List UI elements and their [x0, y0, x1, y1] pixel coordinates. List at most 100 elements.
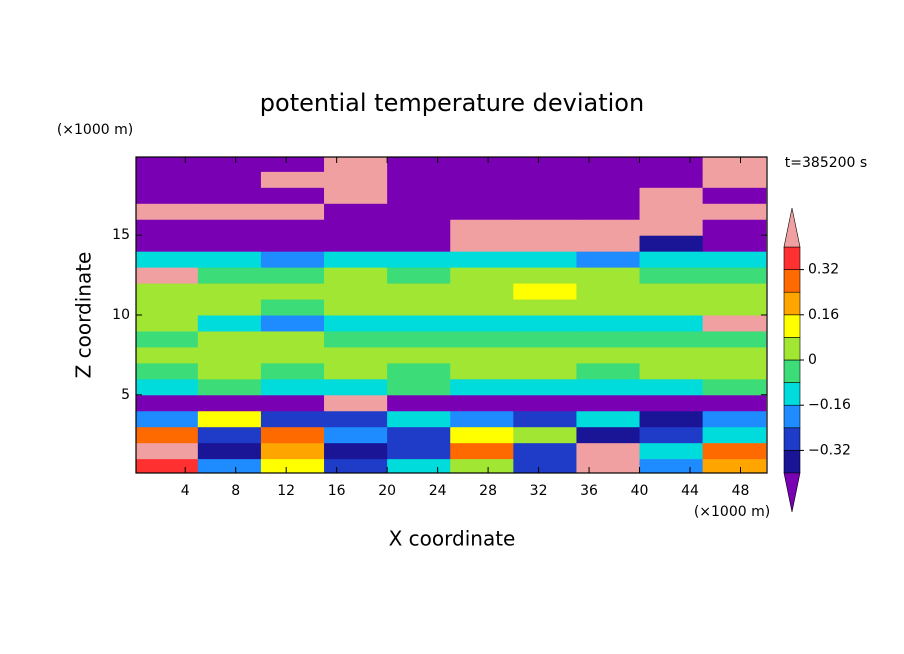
- field-cell: [450, 426, 514, 444]
- x-tick-label: 4: [181, 483, 190, 499]
- field-cell: [450, 299, 514, 316]
- field-cell: [702, 315, 767, 332]
- y-tick-label: 5: [121, 387, 130, 403]
- field-cell: [639, 410, 704, 428]
- field-cell: [197, 219, 262, 236]
- field-cell: [197, 235, 262, 252]
- field-cell: [387, 315, 451, 332]
- field-cell: [576, 283, 641, 300]
- field-cell: [639, 219, 704, 236]
- field-cell: [639, 171, 704, 188]
- field-cell: [324, 442, 388, 460]
- field-cell: [576, 442, 641, 460]
- field-cell: [387, 442, 451, 460]
- field-cell: [450, 442, 514, 460]
- field-cell: [576, 219, 641, 236]
- field-cell: [324, 410, 388, 428]
- field-cell: [450, 171, 514, 188]
- x-tick-label: 32: [530, 483, 548, 499]
- field-cell: [260, 157, 325, 172]
- field-cell: [197, 442, 262, 460]
- field-cell: [513, 410, 577, 428]
- field-cell: [450, 251, 514, 268]
- field-cell: [513, 394, 577, 412]
- field-cell: [136, 362, 199, 380]
- field-cell: [324, 251, 388, 268]
- field-cell: [387, 157, 451, 172]
- field-cell: [387, 267, 451, 284]
- field-cell: [136, 203, 199, 220]
- x-tick-label: 8: [231, 483, 240, 499]
- colorbar-over: [783, 207, 801, 248]
- field-cell: [197, 283, 262, 300]
- field-cell: [387, 187, 451, 204]
- field-cell: [136, 330, 199, 348]
- field-cell: [513, 235, 577, 252]
- field-cell: [702, 394, 767, 412]
- field-cell: [702, 251, 767, 268]
- field-cell: [639, 203, 704, 220]
- field-cell: [197, 410, 262, 428]
- field-cell: [324, 203, 388, 220]
- colorbar-band: [783, 404, 801, 429]
- field-cell: [324, 187, 388, 204]
- x-unit: (×1000 m): [694, 504, 770, 520]
- field-cell: [260, 315, 325, 332]
- field-cell: [197, 346, 262, 364]
- field-cell: [260, 251, 325, 268]
- colorbar-band: [783, 337, 801, 361]
- field-cell: [450, 187, 514, 204]
- field-cell: [136, 378, 199, 396]
- x-axis-label: X coordinate: [389, 527, 516, 551]
- field-cell: [324, 283, 388, 300]
- field-cell: [450, 267, 514, 284]
- field-cell: [639, 378, 704, 396]
- field-cell: [387, 203, 451, 220]
- field-cell: [576, 315, 641, 332]
- field-cell: [513, 330, 577, 348]
- field-cell: [136, 283, 199, 300]
- field-cell: [324, 330, 388, 348]
- field-cell: [136, 267, 199, 284]
- field-cell: [639, 458, 704, 473]
- field-cell: [324, 378, 388, 396]
- field-cell: [450, 410, 514, 428]
- field-cell: [324, 235, 388, 252]
- field-cell: [260, 442, 325, 460]
- field-cell: [450, 283, 514, 300]
- colorbar-tick-label: 0.16: [808, 307, 839, 323]
- y-unit: (×1000 m): [57, 122, 133, 138]
- field-cell: [260, 219, 325, 236]
- field-cell: [387, 458, 451, 473]
- field-cell: [260, 410, 325, 428]
- field-cell: [576, 426, 641, 444]
- field-cell: [324, 394, 388, 412]
- field-cell: [513, 251, 577, 268]
- colorbar-band: [783, 427, 801, 451]
- field-cell: [387, 171, 451, 188]
- time-annotation: t=385200 s: [785, 155, 867, 171]
- field-cell: [513, 426, 577, 444]
- field-cell: [639, 235, 704, 252]
- field-cell: [702, 267, 767, 284]
- field-cell: [324, 171, 388, 188]
- field-cell: [260, 299, 325, 316]
- field-cell: [387, 219, 451, 236]
- colorbar-band: [783, 314, 801, 338]
- field-cell: [513, 315, 577, 332]
- field-cell: [576, 378, 641, 396]
- field-cell: [260, 458, 325, 473]
- x-tick-label: 12: [277, 483, 295, 499]
- field-cell: [387, 251, 451, 268]
- field-cell: [576, 251, 641, 268]
- field-cell: [324, 362, 388, 380]
- colorbar-band: [783, 359, 801, 383]
- field-cell: [136, 171, 199, 188]
- field-cell: [702, 410, 767, 428]
- field-cell: [197, 315, 262, 332]
- field-cell: [136, 299, 199, 316]
- field-cell: [197, 378, 262, 396]
- field-cell: [702, 299, 767, 316]
- field-cell: [197, 187, 262, 204]
- field-cell: [702, 442, 767, 460]
